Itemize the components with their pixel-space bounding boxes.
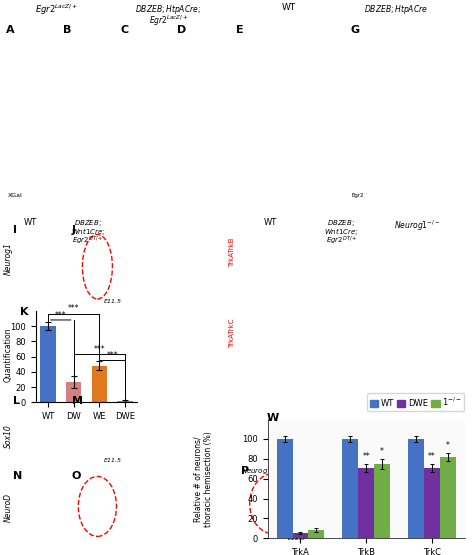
Bar (308, 531, 324, 538)
Text: $Neurog1^{-/-}$: $Neurog1^{-/-}$ (394, 218, 440, 233)
Text: $DBZEB;HtpACre;$: $DBZEB;HtpACre;$ (135, 3, 201, 16)
Text: P: P (241, 466, 249, 476)
Text: E11.5: E11.5 (104, 299, 122, 304)
Text: L: L (13, 396, 20, 406)
Text: **: ** (362, 452, 370, 461)
Text: A: A (6, 26, 15, 36)
Bar (292, 533, 308, 538)
Text: Sox10: Sox10 (4, 424, 13, 447)
Bar (40, 326, 55, 402)
Text: $DBZEB;HtpACre$: $DBZEB;HtpACre$ (364, 3, 428, 16)
Text: E13.5: E13.5 (435, 386, 453, 391)
Text: ***: *** (93, 345, 105, 354)
Text: Q: Q (241, 221, 251, 231)
Text: E: E (236, 26, 244, 36)
Text: F: F (293, 26, 301, 36)
Bar (440, 457, 456, 538)
Text: E11.5: E11.5 (104, 458, 122, 463)
Text: *: * (446, 441, 450, 450)
Bar (118, 401, 133, 402)
Text: N: N (13, 471, 23, 481)
Text: I: I (13, 225, 18, 235)
Text: M: M (72, 396, 83, 406)
Text: $Wnt1Cre;$: $Wnt1Cre;$ (324, 226, 358, 238)
Text: R: R (315, 221, 323, 231)
Text: TrkA: TrkA (432, 193, 444, 198)
Text: TrkATrkB: TrkATrkB (228, 238, 235, 268)
Text: $Egr2^{LacZ/+}$: $Egr2^{LacZ/+}$ (36, 3, 78, 17)
Text: C: C (120, 26, 128, 36)
Text: T: T (241, 321, 249, 331)
Text: ***: *** (107, 351, 118, 360)
Bar (91, 366, 107, 402)
Text: $Neurog1^{-/-}$: $Neurog1^{-/-}$ (241, 466, 283, 478)
Y-axis label: Relative # of neurons/
thoracic hemisection (%): Relative # of neurons/ thoracic hemisect… (193, 431, 213, 527)
Text: Quantification: Quantification (4, 328, 13, 382)
Bar (374, 464, 390, 538)
Text: ***: *** (68, 305, 80, 314)
Text: $Egr2^{DT/+}$: $Egr2^{DT/+}$ (72, 235, 103, 247)
Bar (277, 439, 292, 538)
Text: TrkA: TrkA (321, 193, 333, 198)
Text: $Egr2^{DT/+}$: $Egr2^{DT/+}$ (326, 235, 357, 247)
Text: WT: WT (264, 218, 277, 227)
Text: D: D (177, 26, 186, 36)
Text: NeuroD: NeuroD (4, 493, 13, 522)
Text: B: B (63, 26, 72, 36)
Text: E12.5: E12.5 (288, 536, 306, 541)
Text: U: U (315, 321, 324, 331)
Text: W: W (266, 413, 279, 423)
Text: Neurog1: Neurog1 (4, 241, 13, 275)
Text: Egr2: Egr2 (408, 193, 420, 198)
Text: WT: WT (24, 218, 37, 227)
Text: S: S (388, 221, 396, 231)
Text: **: ** (428, 452, 436, 461)
Text: *: * (380, 447, 384, 456)
Text: O: O (72, 471, 81, 481)
Text: G: G (350, 26, 359, 36)
Text: H: H (407, 26, 416, 36)
Legend: WT, DWE, 1$^{-/-}$: WT, DWE, 1$^{-/-}$ (367, 393, 465, 411)
Text: ***: *** (55, 311, 66, 320)
Text: $DBZEB;$: $DBZEB;$ (328, 218, 355, 228)
Text: $Egr2^{LacZ/+}$: $Egr2^{LacZ/+}$ (148, 14, 188, 28)
Bar (408, 439, 424, 538)
Text: TrkATrkC: TrkATrkC (228, 318, 235, 348)
Text: WT: WT (282, 3, 296, 12)
Text: XGal: XGal (8, 193, 22, 198)
Text: $DBZEB;$: $DBZEB;$ (74, 218, 101, 228)
Text: $Wnt1Cre;$: $Wnt1Cre;$ (71, 226, 105, 238)
Text: J: J (72, 225, 76, 235)
Bar (358, 468, 374, 538)
Bar (343, 439, 358, 538)
Text: Egr2: Egr2 (294, 193, 307, 198)
Text: V: V (388, 321, 397, 331)
Bar (424, 468, 440, 538)
Text: Egr2: Egr2 (351, 193, 364, 198)
Bar (66, 382, 82, 402)
Text: K: K (19, 306, 28, 316)
